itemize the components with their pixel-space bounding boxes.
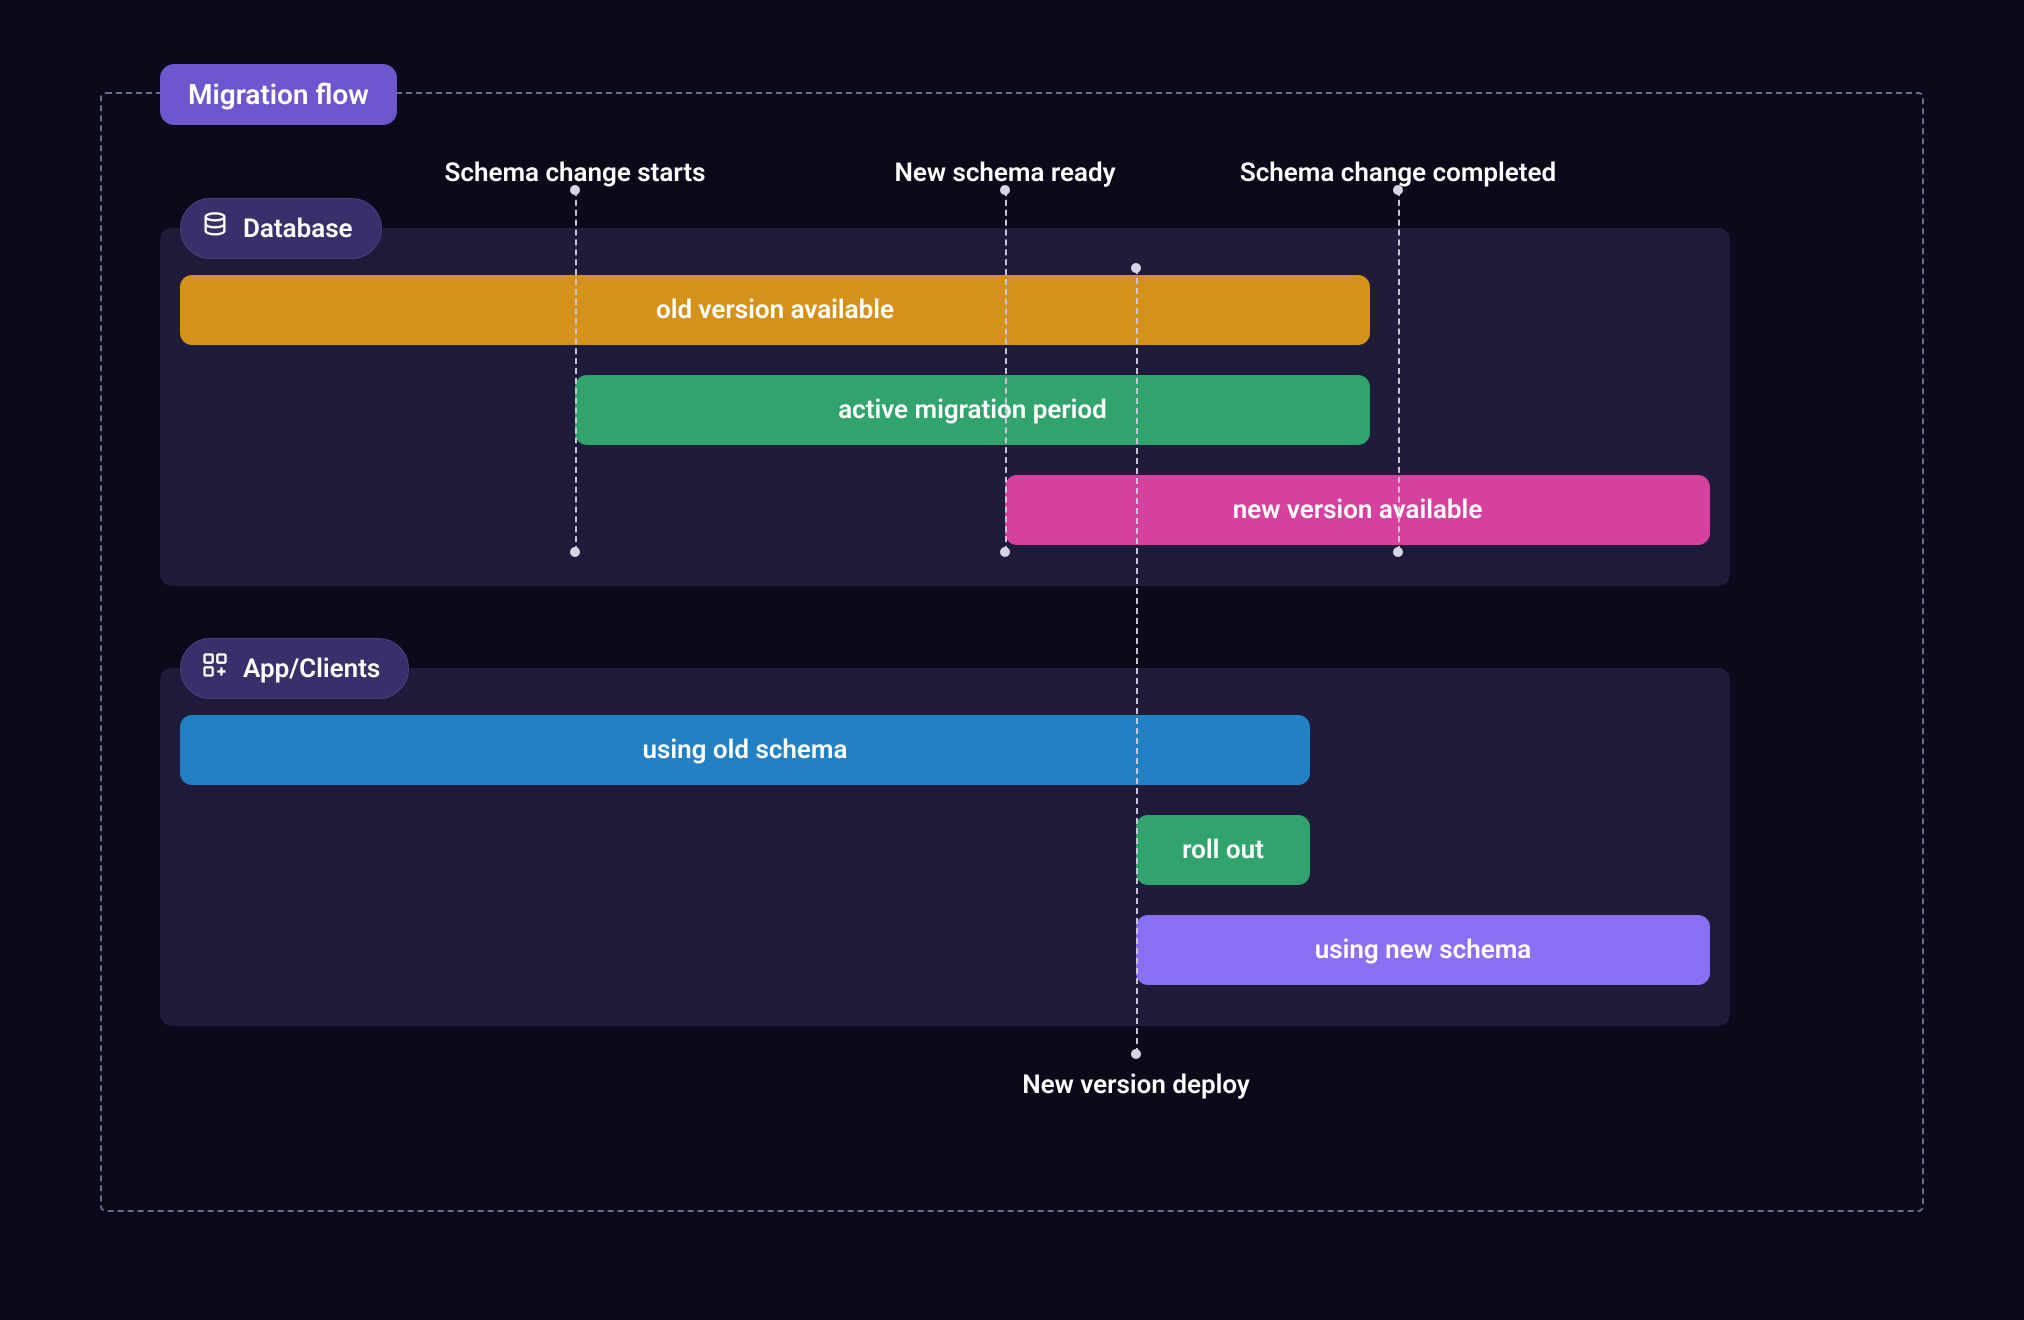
timeline-label: Schema change starts (445, 158, 706, 188)
bar-old-version: old version available (180, 275, 1370, 345)
timeline-vline (1398, 190, 1400, 552)
timeline-dot (1000, 547, 1010, 557)
timeline-dot (1393, 547, 1403, 557)
apps-icon (201, 651, 229, 686)
section-label: App/Clients (243, 654, 380, 684)
section-label: Database (243, 214, 353, 244)
timeline-dot (570, 547, 580, 557)
deploy-label: New version deploy (1022, 1070, 1250, 1100)
timeline-vline (1005, 190, 1007, 552)
timeline-label: Schema change completed (1240, 158, 1556, 188)
section-pill-app-clients: App/Clients (180, 638, 409, 699)
deploy-vline (1136, 268, 1138, 1054)
timeline-dot (1131, 263, 1141, 273)
section-pill-database: Database (180, 198, 382, 259)
bar-old-schema: using old schema (180, 715, 1310, 785)
bar-new-schema: using new schema (1136, 915, 1710, 985)
timeline-label: New schema ready (894, 158, 1115, 188)
timeline-vline (575, 190, 577, 552)
timeline-dot (1131, 1049, 1141, 1059)
database-icon (201, 211, 229, 246)
bar-new-version: new version available (1005, 475, 1710, 545)
diagram-title: Migration flow (160, 64, 397, 125)
bar-migration: active migration period (575, 375, 1370, 445)
bar-roll-out: roll out (1136, 815, 1310, 885)
